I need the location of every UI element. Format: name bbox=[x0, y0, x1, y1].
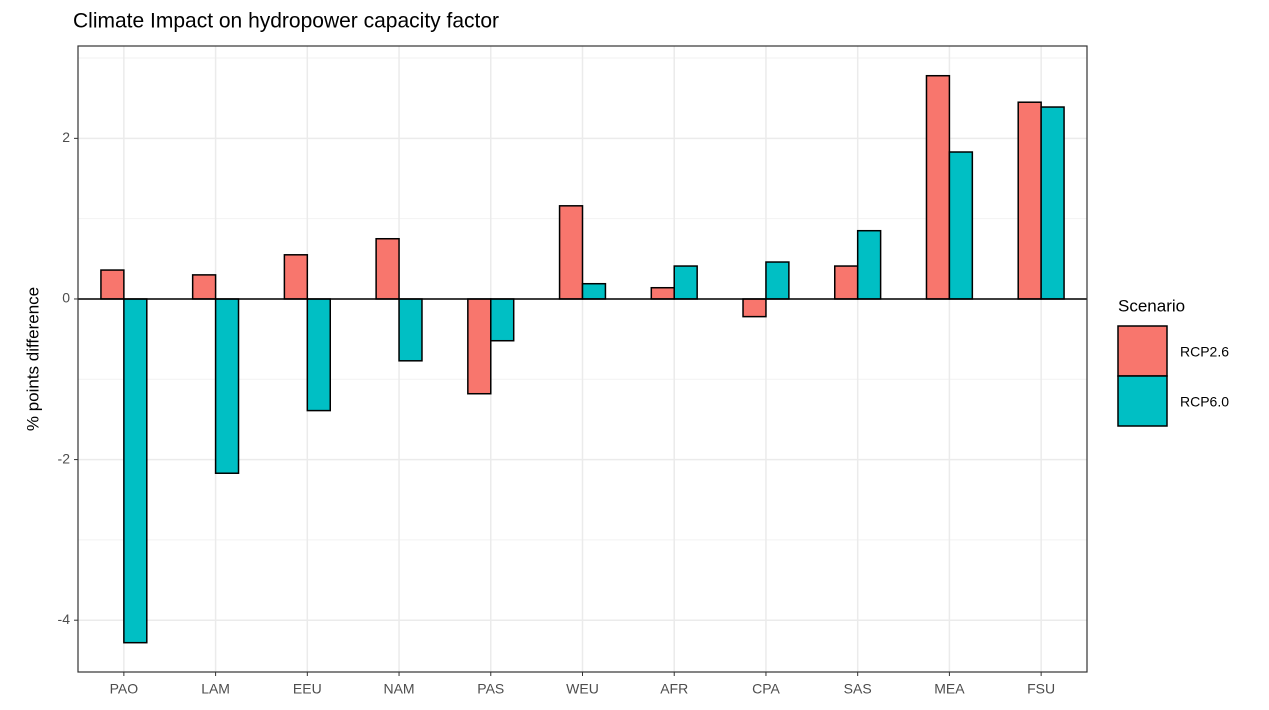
bar bbox=[856, 229, 882, 300]
y-axis-label: % points difference bbox=[23, 287, 42, 431]
x-tick-label: CPA bbox=[752, 681, 780, 697]
x-tick-label: WEU bbox=[566, 681, 599, 697]
y-tick-label: 2 bbox=[62, 129, 70, 145]
y-tick-label: 0 bbox=[62, 290, 70, 306]
bar bbox=[834, 265, 859, 300]
x-tick-label: NAM bbox=[383, 681, 414, 697]
bar bbox=[100, 269, 125, 300]
bar bbox=[581, 282, 607, 300]
bar bbox=[925, 74, 951, 300]
bar bbox=[490, 298, 515, 342]
bar bbox=[948, 151, 974, 300]
legend-key bbox=[1117, 325, 1168, 377]
bar bbox=[306, 298, 331, 412]
y-tick-label: -2 bbox=[58, 450, 71, 466]
x-tick-label: PAS bbox=[477, 681, 504, 697]
bar bbox=[765, 261, 790, 300]
legend-label: RCP6.0 bbox=[1180, 394, 1229, 410]
bar bbox=[283, 254, 309, 300]
bar bbox=[650, 286, 675, 300]
chart-title: Climate Impact on hydropower capacity fa… bbox=[73, 10, 499, 33]
bar bbox=[123, 298, 148, 644]
bar bbox=[1017, 101, 1042, 300]
y-tick-label: -4 bbox=[58, 611, 71, 627]
legend-title: Scenario bbox=[1118, 296, 1185, 315]
x-tick-label: MEA bbox=[934, 681, 965, 697]
bar bbox=[375, 237, 400, 300]
bar bbox=[558, 205, 584, 300]
x-tick-label: FSU bbox=[1027, 681, 1055, 697]
bar bbox=[1040, 106, 1065, 300]
x-tick-label: LAM bbox=[201, 681, 230, 697]
bar bbox=[214, 298, 240, 474]
legend-label: RCP2.6 bbox=[1180, 344, 1229, 360]
bar bbox=[673, 265, 698, 300]
bar bbox=[191, 274, 217, 300]
bar bbox=[398, 298, 423, 362]
bar bbox=[467, 298, 492, 395]
x-tick-label: SAS bbox=[844, 681, 872, 697]
legend-key bbox=[1117, 375, 1168, 427]
panel-border bbox=[77, 45, 1088, 673]
x-tick-label: PAO bbox=[110, 681, 139, 697]
bar bbox=[742, 298, 767, 318]
x-tick-label: EEU bbox=[293, 681, 322, 697]
x-tick-label: AFR bbox=[660, 681, 688, 697]
